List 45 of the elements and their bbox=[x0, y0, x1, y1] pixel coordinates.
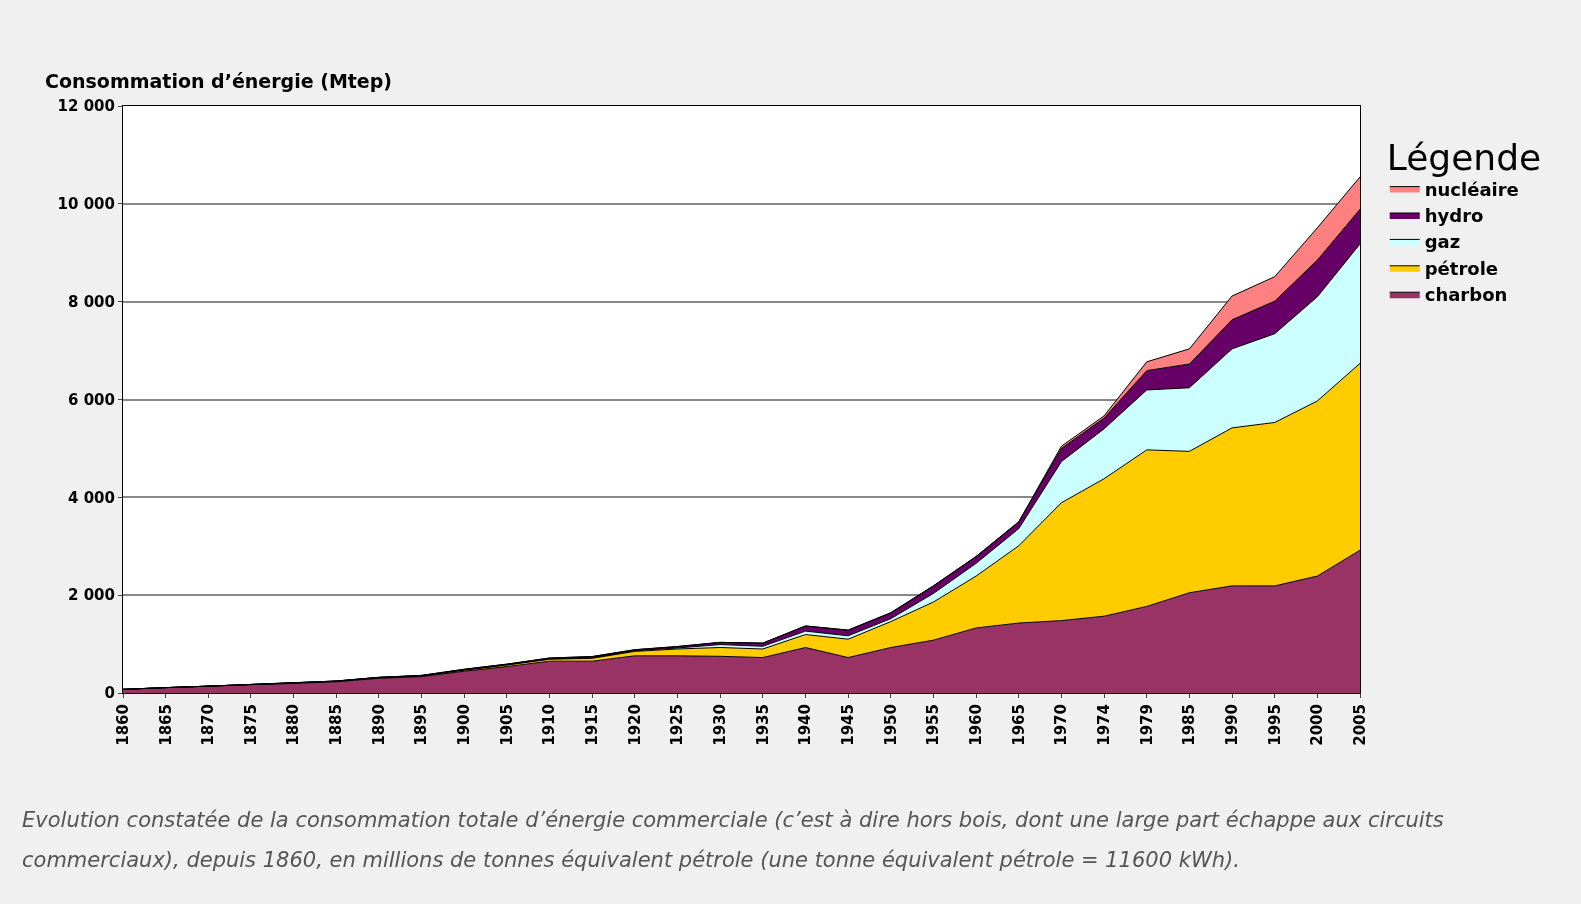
x-tick-label: 1860 bbox=[113, 704, 132, 746]
y-tick-label: 12 000 bbox=[57, 97, 115, 116]
x-tick-label: 1920 bbox=[625, 704, 644, 746]
x-tick-label: 1895 bbox=[412, 704, 431, 746]
x-tick-label: 1900 bbox=[455, 704, 474, 746]
x-tick-label: 1905 bbox=[497, 704, 516, 746]
x-tick-label: 1865 bbox=[156, 704, 175, 746]
x-tick-label: 1995 bbox=[1265, 704, 1284, 746]
legend-label: nucléaire bbox=[1424, 178, 1519, 200]
x-tick-label: 1925 bbox=[668, 704, 687, 746]
legend-title: Légende bbox=[1386, 137, 1542, 179]
x-tick-label: 1885 bbox=[327, 704, 346, 746]
x-tick-label: 1910 bbox=[540, 704, 559, 746]
x-tick-label: 1970 bbox=[1052, 704, 1071, 746]
y-tick-label: 2 000 bbox=[68, 586, 115, 605]
x-tick-label: 1990 bbox=[1222, 704, 1241, 746]
text: Evolution constatée de la consommation totale d’énergie commerciale (c’est à dire hors bois, dont une large part échappe aux circuits commerciaux), depuis 1860, en millions de tonnes équivalent pétrole (une tonne équivalent pétrole = 11600 kWh). bbox=[22, 807, 1445, 874]
y-tick-label: 0 bbox=[104, 684, 115, 703]
x-tick-label: 1985 bbox=[1180, 704, 1199, 746]
y-tick-label: 4 000 bbox=[68, 488, 115, 507]
x-tick-label: 1974 bbox=[1094, 704, 1113, 746]
x-tick-label: 1965 bbox=[1009, 704, 1028, 746]
x-tick-label: 1945 bbox=[839, 704, 858, 746]
x-tick-label: 1940 bbox=[796, 704, 815, 746]
x-tick-label: 1950 bbox=[881, 704, 900, 746]
x-tick-label: 1960 bbox=[966, 704, 985, 746]
y-axis-title: Consommation d’énergie (Mtep) bbox=[45, 70, 393, 92]
legend-label: gaz bbox=[1424, 231, 1461, 253]
legend-label: pétrole bbox=[1424, 257, 1499, 279]
x-tick-label: 2000 bbox=[1308, 704, 1327, 746]
x-tick-label: 1875 bbox=[241, 704, 260, 746]
y-tick-label: 6 000 bbox=[68, 390, 115, 409]
x-tick-label: 1935 bbox=[753, 704, 772, 746]
x-tick-label: 2005 bbox=[1350, 704, 1369, 746]
x-tick-label: 1890 bbox=[369, 704, 388, 746]
y-tick-label: 8 000 bbox=[68, 292, 115, 311]
y-tick-label: 10 000 bbox=[57, 195, 115, 214]
x-tick-label: 1870 bbox=[199, 704, 218, 746]
x-tick-label: 1979 bbox=[1137, 704, 1156, 746]
legend-label: hydro bbox=[1424, 205, 1484, 227]
x-tick-label: 1880 bbox=[284, 704, 303, 746]
x-tick-label: 1930 bbox=[711, 704, 730, 746]
legend-label: charbon bbox=[1424, 284, 1508, 306]
x-tick-label: 1955 bbox=[924, 704, 943, 746]
x-tick-label: 1915 bbox=[583, 704, 602, 746]
